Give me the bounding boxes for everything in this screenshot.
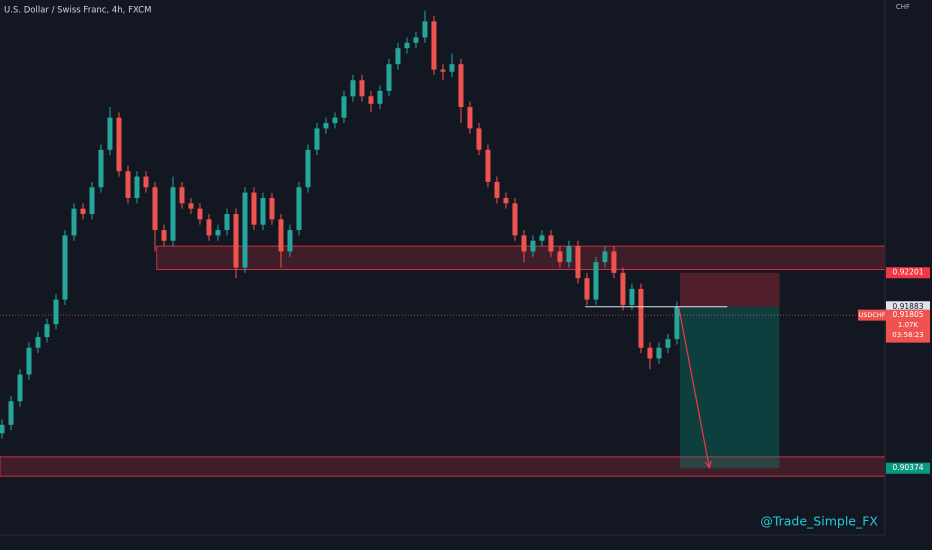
- candle-body: [512, 203, 518, 236]
- candle-body: [260, 197, 266, 225]
- candle-body: [638, 288, 644, 348]
- candle-body: [170, 187, 176, 241]
- candle-body: [26, 347, 32, 375]
- candle-body: [287, 230, 293, 252]
- countdown-label: 03:58:23: [892, 331, 923, 339]
- candle-body: [368, 96, 374, 104]
- candle-body: [386, 64, 392, 91]
- zone: [156, 245, 886, 271]
- target-label: 0.90374: [892, 463, 923, 472]
- candle-body: [647, 347, 653, 359]
- candle-body: [539, 235, 545, 241]
- stop-area: [679, 272, 780, 307]
- candle-body: [305, 149, 311, 188]
- candle-body: [44, 324, 50, 338]
- candle-body: [206, 219, 212, 236]
- symbol-box: [858, 309, 886, 321]
- candle-body: [233, 214, 239, 268]
- candle-body: [179, 187, 185, 204]
- candle-body: [404, 42, 410, 49]
- target-area: [679, 306, 780, 469]
- candle-body: [296, 187, 302, 231]
- candle-body: [17, 374, 23, 402]
- target-box: [886, 462, 930, 474]
- candle-body: [431, 21, 437, 70]
- stop-label: 0.92201: [892, 268, 923, 277]
- candle-body: [125, 171, 131, 198]
- candle-body: [197, 208, 203, 220]
- candle-body: [0, 424, 5, 434]
- candle-body: [359, 80, 365, 97]
- candle-body: [449, 64, 455, 72]
- candle-body: [674, 307, 680, 340]
- candle-body: [485, 149, 491, 182]
- candle-body: [530, 240, 536, 252]
- candle-body: [521, 235, 527, 252]
- candle-body: [341, 96, 347, 118]
- candle-body: [269, 197, 275, 220]
- candle-body: [98, 149, 104, 188]
- candle-body: [152, 187, 158, 231]
- entry-label: 0.91883: [892, 302, 923, 311]
- candle-body: [467, 107, 473, 129]
- candle-body: [53, 299, 59, 325]
- candle-body: [593, 262, 599, 300]
- candle-body: [503, 197, 509, 204]
- arrow: [678, 306, 710, 468]
- candle-body: [242, 192, 248, 268]
- candle-body: [107, 117, 113, 150]
- candle-body: [35, 337, 41, 348]
- candle-body: [629, 288, 635, 305]
- candle-body: [440, 69, 446, 72]
- candle-body: [458, 64, 464, 107]
- candle-body: [422, 21, 428, 38]
- entry-box: [886, 301, 930, 313]
- candle-body: [224, 214, 230, 231]
- stop-box: [886, 267, 930, 279]
- candle-body: [8, 401, 14, 425]
- watermark: @Trade_Simple_FX: [760, 514, 878, 529]
- candle-body: [413, 37, 419, 43]
- candle-body: [161, 230, 167, 241]
- symbol-label: USDCHF: [858, 311, 885, 319]
- candle-body: [566, 246, 572, 263]
- candle-body: [143, 176, 149, 188]
- y-axis-label: CHF: [896, 3, 910, 11]
- candle-body: [251, 192, 257, 225]
- candle-body: [476, 128, 482, 150]
- candle-body: [314, 128, 320, 150]
- candle-body: [62, 235, 68, 300]
- candle-body: [323, 123, 329, 129]
- candle-body: [557, 251, 563, 263]
- candle-body: [134, 176, 140, 198]
- last-price-label: 0.91805: [892, 310, 923, 319]
- candle-body: [665, 339, 671, 348]
- candle-body: [89, 187, 95, 214]
- candle-body: [377, 90, 383, 104]
- candle-body: [620, 272, 626, 305]
- candle-body: [116, 117, 122, 172]
- candle-body: [494, 181, 500, 198]
- candle-body: [656, 347, 662, 359]
- arrow-head: [704, 460, 712, 469]
- candle-body: [611, 251, 617, 273]
- chart-title: U.S. Dollar / Swiss Franc, 4h, FXCM: [4, 6, 151, 16]
- candle-body: [278, 219, 284, 252]
- volume-label: 1.07K: [898, 321, 919, 329]
- candle-body: [548, 235, 554, 252]
- candle-body: [575, 246, 581, 279]
- candle-body: [350, 80, 356, 97]
- last-price-box: [886, 309, 930, 343]
- candle-body: [80, 208, 86, 214]
- candle-body: [395, 48, 401, 65]
- candle-body: [602, 251, 608, 263]
- candle-body: [584, 278, 590, 300]
- candle-body: [332, 117, 338, 124]
- candle-body: [71, 208, 77, 236]
- candle-body: [215, 230, 221, 236]
- candle-body: [188, 203, 194, 209]
